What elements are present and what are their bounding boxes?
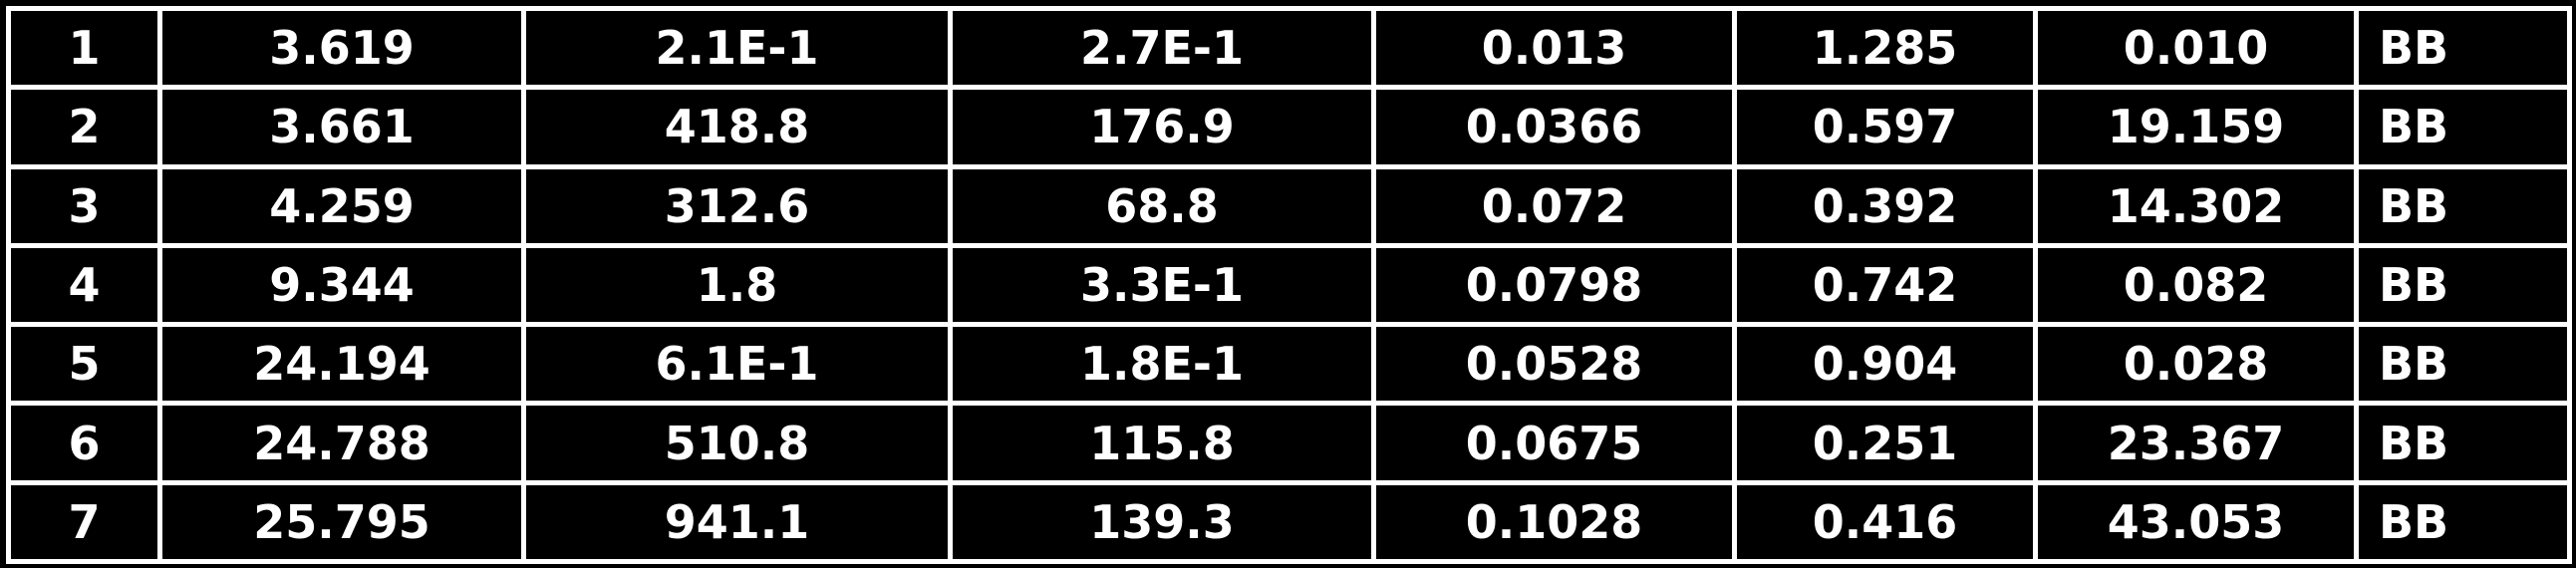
table-cell: 2.7E-1 <box>948 5 1376 91</box>
table-row: 7 25.795 941.1 139.3 0.1028 0.416 43.053 BB <box>6 479 2572 565</box>
table-cell: 139.3 <box>948 479 1376 565</box>
table-cell: 0.010 <box>2033 5 2359 91</box>
table-cell: 3.3E-1 <box>948 242 1376 328</box>
table-cell: 7 <box>6 479 162 565</box>
table-cell: 0.0366 <box>1371 85 1737 169</box>
table-cell: 14.302 <box>2033 163 2359 248</box>
table-cell: BB <box>2354 163 2572 248</box>
table-cell: 1.8 <box>521 242 953 328</box>
table-cell: 24.788 <box>157 401 526 485</box>
table-cell: 0.742 <box>1732 242 2038 328</box>
table-row: 6 24.788 510.8 115.8 0.0675 0.251 23.367 BB <box>6 401 2572 485</box>
table-cell: 1 <box>6 5 162 91</box>
table-cell: 4.259 <box>157 163 526 248</box>
table-cell: 115.8 <box>948 401 1376 485</box>
table-cell: BB <box>2354 85 2572 169</box>
table-cell: BB <box>2354 479 2572 565</box>
table-cell: 24.194 <box>157 322 526 407</box>
table-cell: 3.619 <box>157 5 526 91</box>
table-cell: 0.082 <box>2033 242 2359 328</box>
table-cell: 0.072 <box>1371 163 1737 248</box>
table-cell: 1.285 <box>1732 5 2038 91</box>
table-cell: 6 <box>6 401 162 485</box>
table-cell: 418.8 <box>521 85 953 169</box>
table-cell: 0.028 <box>2033 322 2359 407</box>
table-cell: 1.8E-1 <box>948 322 1376 407</box>
table-cell: 176.9 <box>948 85 1376 169</box>
table-cell: 0.013 <box>1371 5 1737 91</box>
table-cell: 6.1E-1 <box>521 322 953 407</box>
table-cell: 0.904 <box>1732 322 2038 407</box>
table-cell: BB <box>2354 5 2572 91</box>
table-cell: 0.416 <box>1732 479 2038 565</box>
table-cell: 68.8 <box>948 163 1376 248</box>
table-row: 2 3.661 418.8 176.9 0.0366 0.597 19.159 BB <box>6 85 2572 169</box>
table-cell: 43.053 <box>2033 479 2359 565</box>
table-cell: 0.0528 <box>1371 322 1737 407</box>
table-cell: 312.6 <box>521 163 953 248</box>
table-cell: 0.0798 <box>1371 242 1737 328</box>
table-cell: BB <box>2354 401 2572 485</box>
table-cell: BB <box>2354 242 2572 328</box>
table-cell: 0.251 <box>1732 401 2038 485</box>
table-cell: 510.8 <box>521 401 953 485</box>
table-cell: 3 <box>6 163 162 248</box>
table-cell: 23.367 <box>2033 401 2359 485</box>
table-cell: 0.392 <box>1732 163 2038 248</box>
table-cell: 9.344 <box>157 242 526 328</box>
table-body: 1 3.619 2.1E-1 2.7E-1 0.013 1.285 0.010 BB 2 3.66… <box>6 5 2572 565</box>
table-row: 1 3.619 2.1E-1 2.7E-1 0.013 1.285 0.010 BB <box>6 5 2572 91</box>
table-cell: 4 <box>6 242 162 328</box>
table-row: 5 24.194 6.1E-1 1.8E-1 0.0528 0.904 0.028 BB <box>6 322 2572 407</box>
table-cell: 0.597 <box>1732 85 2038 169</box>
table-cell: 0.1028 <box>1371 479 1737 565</box>
table-row: 3 4.259 312.6 68.8 0.072 0.392 14.302 BB <box>6 163 2572 248</box>
table-cell: 25.795 <box>157 479 526 565</box>
table-cell: 2.1E-1 <box>521 5 953 91</box>
table-cell: 2 <box>6 85 162 169</box>
table-cell: 0.0675 <box>1371 401 1737 485</box>
table-cell: 941.1 <box>521 479 953 565</box>
table-cell: 5 <box>6 322 162 407</box>
table-cell: 3.661 <box>157 85 526 169</box>
data-table: 1 3.619 2.1E-1 2.7E-1 0.013 1.285 0.010 BB 2 3.66… <box>6 5 2572 565</box>
table-row: 4 9.344 1.8 3.3E-1 0.0798 0.742 0.082 BB <box>6 242 2572 328</box>
table-cell: 19.159 <box>2033 85 2359 169</box>
table-cell: BB <box>2354 322 2572 407</box>
